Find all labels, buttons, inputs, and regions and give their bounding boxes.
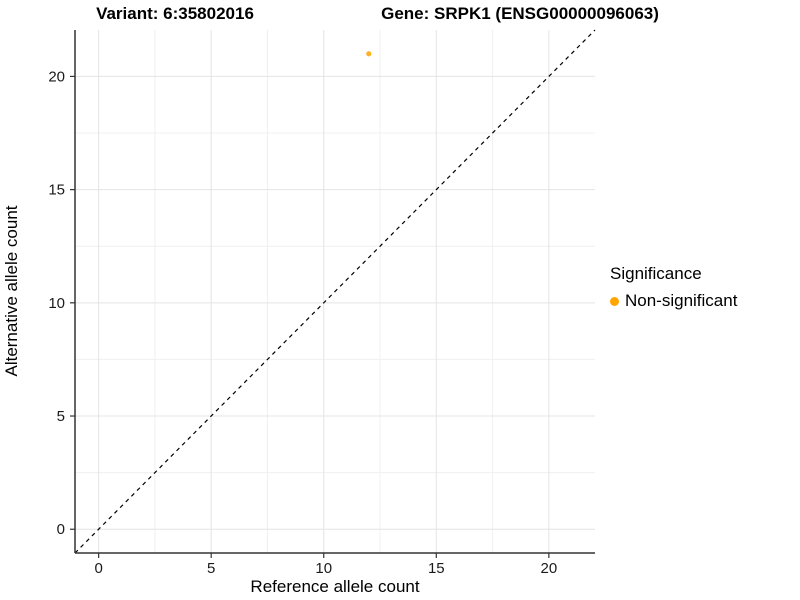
x-tick-label: 10 (315, 560, 332, 577)
data-point (366, 51, 372, 57)
y-tick-label: 5 (57, 408, 65, 425)
x-tick-label: 20 (541, 560, 558, 577)
legend-title: Significance (610, 264, 702, 283)
y-tick-label: 0 (57, 521, 65, 538)
legend: Significance Non-significant (610, 264, 737, 311)
y-axis-title: Alternative allele count (2, 205, 21, 377)
identity-line (74, 29, 596, 554)
y-tick-label: 10 (48, 295, 65, 312)
x-tick-label: 5 (207, 560, 215, 577)
x-axis-title: Reference allele count (250, 577, 420, 596)
y-tick-label: 15 (48, 182, 65, 199)
y-tick-label: 20 (48, 68, 65, 85)
x-tick-label: 0 (94, 560, 102, 577)
x-tick-label: 15 (428, 560, 445, 577)
gene-title: Gene: SRPK1 (ENSG00000096063) (381, 4, 659, 23)
legend-item-non-significant: Non-significant (610, 291, 737, 311)
legend-item-label: Non-significant (625, 291, 738, 310)
variant-title: Variant: 6:35802016 (96, 4, 254, 23)
legend-point-icon (610, 296, 619, 306)
